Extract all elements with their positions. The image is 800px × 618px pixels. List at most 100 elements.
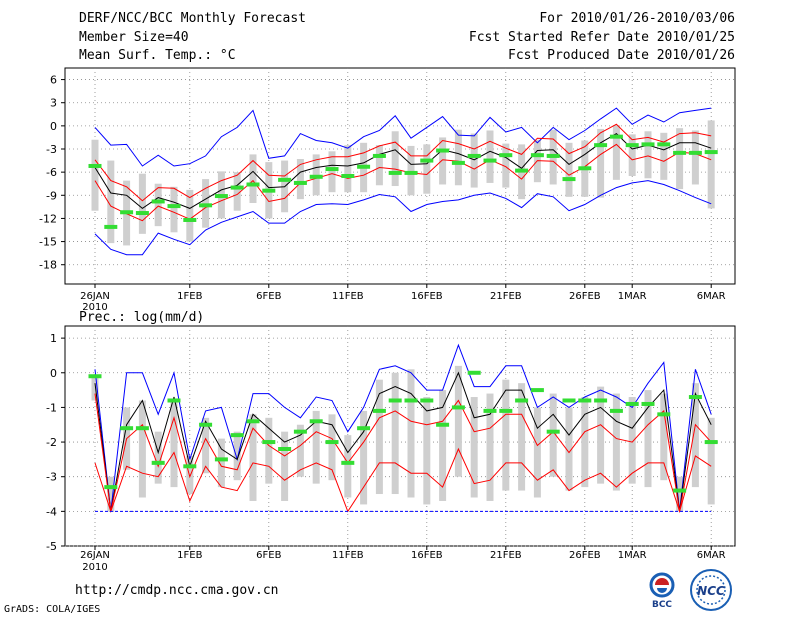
ensemble-box bbox=[439, 390, 447, 501]
ensemble-box bbox=[170, 186, 178, 233]
ensemble-box bbox=[612, 393, 620, 491]
ensemble-mean-marker bbox=[120, 426, 134, 431]
ensemble-mean-marker bbox=[230, 433, 244, 438]
ensemble-box bbox=[296, 424, 304, 477]
ensemble-mean-marker bbox=[436, 148, 450, 153]
ensemble-box bbox=[202, 417, 210, 474]
ensemble-box bbox=[328, 151, 336, 193]
ensemble-mean-marker bbox=[357, 426, 371, 431]
ensemble-mean-marker bbox=[562, 398, 576, 403]
plot-frame bbox=[64, 325, 736, 547]
ensemble-mean-marker bbox=[530, 388, 544, 393]
ensemble-mean-marker bbox=[388, 170, 402, 175]
ensemble-mean-marker bbox=[483, 408, 497, 413]
series-line-p50 bbox=[94, 447, 712, 514]
y-tick-label: -4 bbox=[46, 505, 57, 518]
y-tick-label: -5 bbox=[46, 540, 57, 553]
ensemble-box bbox=[565, 407, 573, 491]
x-tick-label: 26JAN bbox=[80, 550, 110, 561]
ensemble-mean-marker bbox=[467, 370, 481, 375]
ensemble-box bbox=[597, 128, 605, 198]
ensemble-box bbox=[154, 183, 162, 227]
ensemble-mean-marker bbox=[325, 440, 339, 445]
ensemble-mean-marker bbox=[246, 182, 260, 187]
ensemble-box bbox=[391, 131, 399, 187]
ensemble-mean-marker bbox=[451, 405, 465, 410]
ensemble-mean-marker bbox=[499, 408, 513, 413]
ensemble-box bbox=[565, 142, 573, 197]
ensemble-box bbox=[375, 379, 383, 495]
ensemble-box bbox=[91, 376, 99, 401]
y-tick-label: -9 bbox=[46, 189, 57, 202]
ensemble-mean-marker bbox=[530, 153, 544, 158]
ensemble-mean-marker bbox=[594, 143, 608, 148]
grads-credit: GrADS: COLA/IGES bbox=[4, 604, 101, 615]
y-tick-label: -15 bbox=[39, 236, 57, 249]
ensemble-box bbox=[154, 431, 162, 484]
ensemble-mean-marker bbox=[88, 374, 102, 379]
ensemble-mean-marker bbox=[404, 170, 418, 175]
ensemble-mean-marker bbox=[214, 457, 228, 462]
y-tick-label: -1 bbox=[46, 401, 57, 414]
y-tick-label: -12 bbox=[39, 212, 57, 225]
source-url[interactable]: http://cmdp.ncc.cma.gov.cn bbox=[75, 583, 279, 598]
ensemble-mean-marker bbox=[657, 142, 671, 147]
x-tick-label: 11FEB bbox=[332, 291, 364, 302]
y-tick-label: 3 bbox=[50, 97, 57, 110]
ensemble-box bbox=[233, 431, 241, 481]
ensemble-box bbox=[407, 369, 415, 498]
y-tick-label: 0 bbox=[50, 120, 57, 133]
ensemble-mean-marker bbox=[515, 168, 529, 173]
ensemble-box bbox=[360, 410, 368, 505]
ensemble-mean-marker bbox=[341, 174, 355, 178]
x-tick-label: 26FEB bbox=[569, 291, 601, 302]
ensemble-mean-marker bbox=[594, 398, 608, 403]
ensemble-box bbox=[423, 397, 431, 505]
x-tick-label: 6FEB bbox=[256, 291, 281, 302]
series-line-mean bbox=[94, 132, 712, 210]
ensemble-mean-marker bbox=[278, 177, 292, 182]
ensemble-box bbox=[597, 386, 605, 484]
ensemble-box bbox=[549, 393, 557, 477]
x-tick-label: 11FEB bbox=[332, 550, 364, 561]
ensemble-mean-marker bbox=[641, 401, 655, 406]
ensemble-box bbox=[312, 410, 320, 484]
ensemble-mean-marker bbox=[183, 464, 197, 469]
ensemble-mean-marker bbox=[404, 398, 418, 403]
ensemble-mean-marker bbox=[688, 150, 702, 155]
ensemble-mean-marker bbox=[688, 395, 702, 400]
ensemble-box bbox=[486, 393, 494, 501]
plot-frame bbox=[64, 67, 736, 285]
forecast-produced-date: Fcst Produced Date 2010/01/26 bbox=[508, 48, 735, 63]
ensemble-box bbox=[217, 438, 225, 488]
ensemble-mean-marker bbox=[167, 204, 181, 209]
variable-label: Mean Surf. Temp.: °C bbox=[79, 48, 236, 63]
y-tick-label: 1 bbox=[50, 332, 57, 345]
ensemble-mean-marker bbox=[483, 158, 497, 163]
ensemble-mean-marker bbox=[246, 419, 260, 424]
ensemble-mean-marker bbox=[88, 163, 102, 168]
y-tick-label: -3 bbox=[46, 471, 57, 484]
y-tick-label: -18 bbox=[39, 259, 57, 272]
x-tick-sublabel: 2010 bbox=[82, 302, 107, 313]
ensemble-box bbox=[138, 400, 146, 498]
ensemble-box bbox=[644, 131, 652, 179]
x-tick-label: 6MAR bbox=[697, 550, 726, 561]
ensemble-box bbox=[691, 130, 699, 185]
ensemble-mean-marker bbox=[372, 153, 386, 158]
ensemble-mean-marker bbox=[704, 150, 718, 155]
y-tick-label: 6 bbox=[50, 74, 57, 87]
ensemble-box bbox=[138, 173, 146, 234]
y-tick-label: -3 bbox=[46, 143, 57, 156]
ensemble-mean-marker bbox=[199, 422, 213, 427]
ensemble-box bbox=[581, 397, 589, 488]
x-tick-label: 1MAR bbox=[618, 550, 647, 561]
ensemble-box bbox=[486, 130, 494, 183]
ensemble-box bbox=[281, 431, 289, 501]
ensemble-mean-marker bbox=[673, 150, 687, 155]
ensemble-mean-marker bbox=[104, 224, 118, 229]
ensemble-mean-marker bbox=[515, 398, 529, 403]
ensemble-mean-marker bbox=[609, 134, 623, 139]
